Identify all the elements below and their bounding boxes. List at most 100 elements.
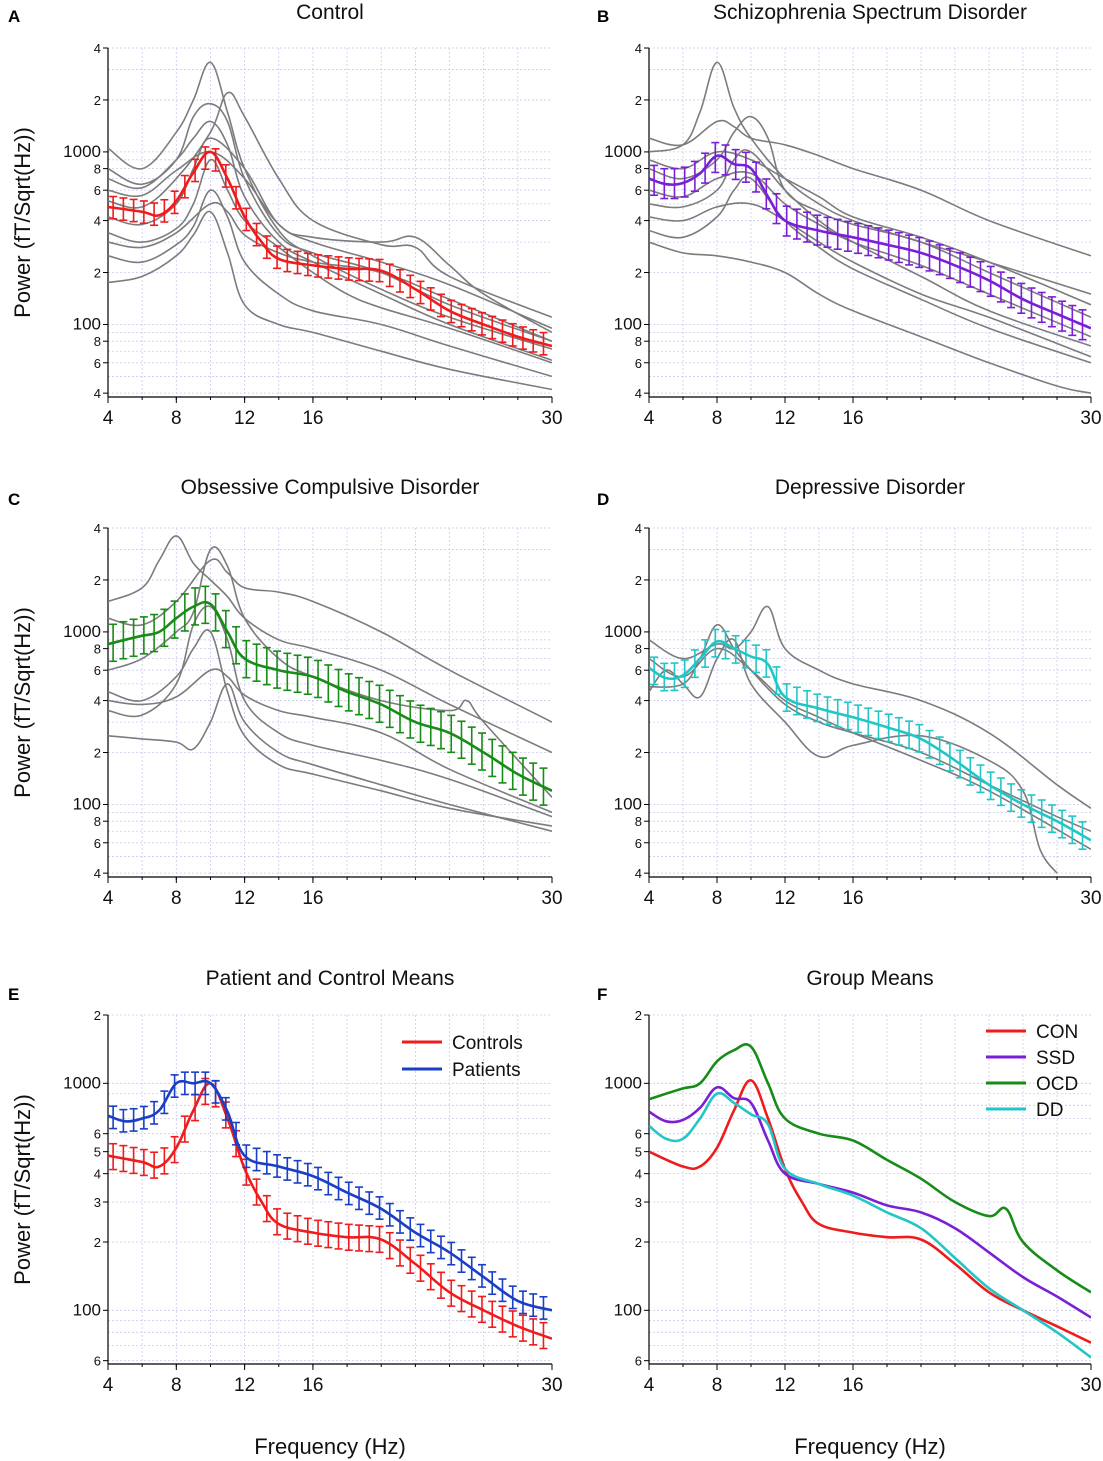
series-patients-error-bar — [170, 1074, 179, 1099]
individual-trace — [108, 546, 552, 798]
series-controls-error-bar — [324, 1220, 333, 1249]
legend: Controls Patients — [402, 1033, 523, 1081]
mean-trace-error-bar — [242, 207, 251, 232]
plot-area — [108, 61, 552, 391]
mean-trace-error-bar — [211, 593, 220, 632]
mean-trace-error-bar — [945, 742, 954, 772]
mean-trace-error-bar — [334, 668, 343, 708]
series-patients-error-bar — [355, 1186, 364, 1211]
y-tick-label: 8 — [635, 334, 642, 349]
x-tick-label: 8 — [171, 888, 182, 909]
series-patients-error-bar — [180, 1071, 189, 1096]
y-tick-label: 1000 — [604, 622, 642, 641]
series-patients-error-bar — [508, 1285, 517, 1310]
mean-trace-error-bar — [650, 656, 659, 686]
mean-trace-error-bar — [1078, 309, 1087, 341]
mean-trace-error-bar — [170, 600, 179, 639]
individual-trace — [108, 668, 552, 814]
panel-letter: D — [597, 490, 609, 509]
mean-trace-error-bar — [894, 716, 903, 746]
x-tick-label: 30 — [541, 888, 562, 909]
y-tick-label: 2 — [635, 93, 642, 108]
mean-trace-error-bar — [772, 666, 781, 696]
mean-trace-error-bar — [792, 686, 801, 716]
y-tick-label: 8 — [94, 814, 101, 829]
mean-trace-error-bar — [273, 650, 282, 689]
individual-trace — [108, 629, 552, 827]
x-tick-label: 16 — [842, 1375, 863, 1396]
mean-trace-error-bar — [344, 673, 353, 712]
y-tick-label: 6 — [635, 1127, 642, 1142]
mean-trace-error-bar — [396, 268, 405, 293]
y-tick-label: 4 — [635, 214, 642, 229]
mean-trace-error-bar — [935, 736, 944, 766]
y-tick-label: 1000 — [604, 142, 642, 161]
mean-trace-error-bar — [170, 190, 179, 215]
y-tick-label: 2 — [635, 573, 642, 588]
mean-trace-error-bar — [221, 609, 230, 649]
mean-trace-error-bar — [650, 164, 659, 197]
mean-trace-error-bar — [232, 625, 241, 665]
series-controls-error-bar — [385, 1231, 394, 1260]
mean-trace-error-bar — [498, 745, 507, 784]
mean-trace-error-bar — [508, 322, 517, 347]
mean-trace-error-bar — [477, 732, 486, 771]
y-tick-label: 6 — [94, 1354, 101, 1369]
y-tick-label: 100 — [73, 1300, 101, 1319]
panel-title: Schizophrenia Spectrum Disorder — [713, 1, 1027, 24]
mean-trace-error-bar — [1068, 815, 1077, 845]
series-patients-error-bar — [109, 1105, 118, 1130]
y-tick-label: 4 — [635, 866, 642, 881]
individual-trace — [649, 115, 1091, 319]
individual-trace — [649, 241, 1091, 394]
y-tick-label: 4 — [94, 41, 101, 56]
series-controls-error-bar — [293, 1215, 302, 1243]
y-tick-label: 6 — [635, 663, 642, 678]
mean-trace-error-bar — [854, 704, 863, 734]
x-tick-label: 8 — [171, 408, 182, 429]
mean-trace-error-bar — [293, 250, 302, 275]
series-patients-error-bar — [375, 1196, 384, 1220]
grid — [649, 47, 1091, 397]
mean-trace-error-bar — [529, 328, 538, 353]
y-tick-label: 1000 — [63, 142, 101, 161]
mean-trace-error-bar — [139, 200, 148, 225]
series-patients-error-bar — [221, 1096, 230, 1121]
mean-trace-error-bar — [303, 656, 312, 696]
mean-trace-error-bar — [996, 271, 1005, 303]
x-axis-label: Frequency (Hz) — [794, 1434, 946, 1459]
x-tick-label: 30 — [541, 1375, 562, 1396]
mean-trace-error-bar — [211, 147, 220, 172]
series-patients-error-bar — [324, 1171, 333, 1196]
legend-label: DD — [1036, 1100, 1063, 1121]
series-patients-error-bar — [262, 1150, 271, 1175]
series-controls-error-bar — [365, 1224, 374, 1253]
mean-trace-line — [649, 639, 1091, 842]
y-tick-label: 100 — [614, 314, 642, 333]
mean-trace-error-bar — [150, 202, 159, 227]
series-patients-error-bar — [385, 1202, 394, 1227]
y-axis-label: Power (fT/Sqrt(Hz)) — [10, 1094, 35, 1285]
series-controls-error-bar — [139, 1148, 148, 1177]
mean-trace-error-bar — [1017, 789, 1026, 818]
y-tick-label: 8 — [94, 162, 101, 177]
y-tick-label: 8 — [94, 334, 101, 349]
grid — [108, 1014, 552, 1364]
series-controls-error-bar — [252, 1178, 261, 1206]
series-controls-error-bar — [170, 1135, 179, 1164]
x-tick-label: 16 — [842, 408, 863, 429]
mean-trace-error-bar — [925, 240, 934, 272]
mean-trace-error-bar — [976, 764, 985, 794]
plot-area — [108, 1071, 552, 1350]
mean-trace-error-bar — [1027, 794, 1036, 824]
grid — [108, 47, 552, 397]
y-tick-label: 4 — [635, 41, 642, 56]
mean-trace-error-bar — [447, 299, 456, 324]
mean-trace-error-bar — [375, 684, 384, 724]
mean-trace-error-bar — [109, 623, 118, 663]
mean-trace-error-bar — [539, 331, 548, 356]
y-tick-label: 4 — [635, 521, 642, 536]
mean-trace-error-bar — [792, 208, 801, 240]
legend-label: SSD — [1036, 1048, 1075, 1069]
